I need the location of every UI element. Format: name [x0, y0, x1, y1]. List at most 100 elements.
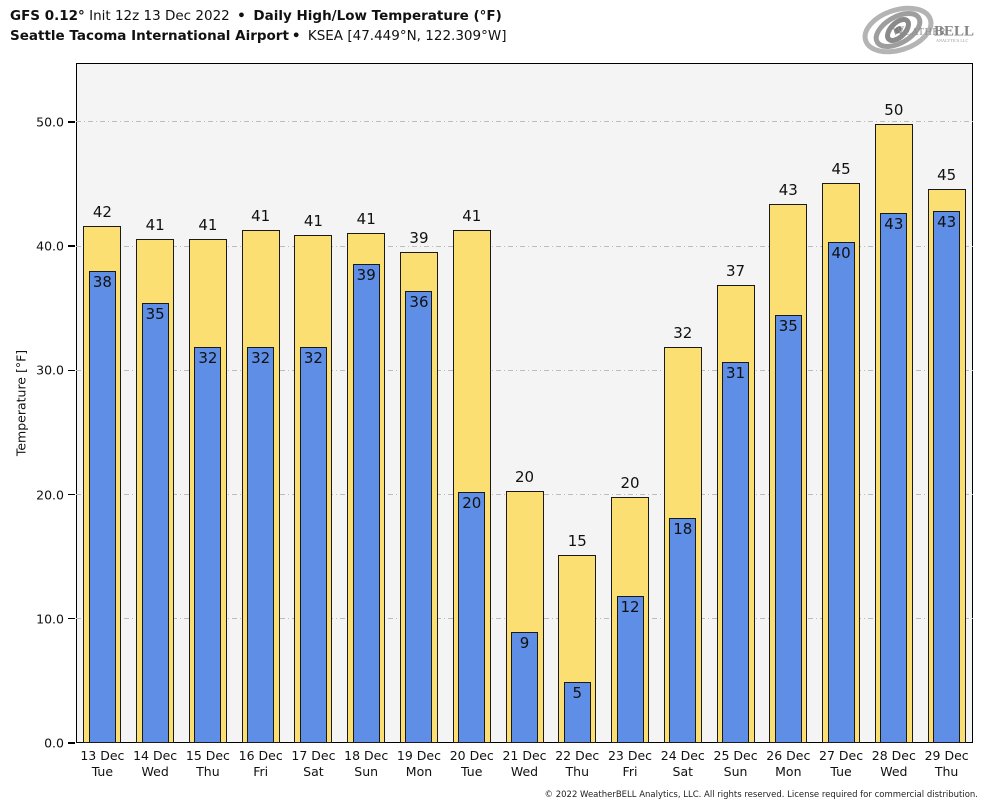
x-tick-date: 25 Dec: [713, 748, 758, 763]
low-value-label: 40: [831, 244, 851, 263]
x-tick-date: 17 Dec: [291, 748, 336, 763]
high-value-label: 41: [356, 209, 376, 228]
x-tick-date: 13 Dec: [80, 748, 125, 763]
high-value-label: 41: [462, 207, 482, 226]
x-tick-day: Thu: [565, 764, 589, 780]
x-tick-day: Tue: [461, 764, 483, 780]
x-tick-date: 27 Dec: [819, 748, 864, 763]
low-value-label: 32: [251, 348, 271, 367]
x-tick-label: 28 Dec Wed: [872, 748, 916, 781]
y-tick-mark: [68, 493, 75, 496]
low-bar: [722, 361, 750, 743]
weatherbell-logo: WEATHER BELL ANALYTICS LLC: [862, 5, 974, 55]
low-bar: [194, 346, 222, 743]
x-tick-day: Mon: [405, 764, 433, 780]
y-tick-label: 50.0: [36, 114, 64, 130]
x-tick-date: 26 Dec: [766, 748, 811, 763]
low-value-label: 9: [519, 634, 530, 653]
x-tick-day: Fri: [253, 764, 269, 780]
x-tick-day: Sat: [672, 764, 694, 780]
low-value-label: 12: [620, 598, 640, 617]
low-bar: [247, 346, 275, 743]
high-value-label: 41: [251, 207, 271, 226]
low-bar: [88, 271, 116, 743]
x-tick-date: 16 Dec: [238, 748, 283, 763]
x-tick-day: Wed: [880, 764, 908, 780]
x-tick-date: 24 Dec: [660, 748, 705, 763]
x-tick-label: 26 Dec Mon: [766, 748, 810, 781]
low-value-label: 31: [726, 363, 746, 382]
low-bar: [563, 682, 591, 743]
x-tick-date: 21 Dec: [502, 748, 547, 763]
low-bar: [616, 596, 644, 743]
high-value-label: 41: [198, 215, 218, 234]
x-tick-label: 17 Dec Sat: [291, 748, 335, 781]
high-value-label: 50: [884, 101, 904, 120]
y-tick-label: 40.0: [36, 238, 64, 254]
x-tick-label: 20 Dec Tue: [450, 748, 494, 781]
x-tick-day: Thu: [934, 764, 959, 780]
low-value-label: 43: [937, 213, 957, 232]
x-tick-day: Sun: [723, 764, 748, 780]
x-tick-day: Sat: [303, 764, 324, 780]
low-bar: [669, 518, 697, 743]
x-tick-day: Thu: [196, 764, 220, 780]
low-value-label: 20: [462, 494, 482, 513]
y-tick-mark: [68, 369, 75, 372]
x-tick-date: 15 Dec: [185, 748, 230, 763]
x-tick-date: 22 Dec: [555, 748, 600, 763]
high-value-label: 45: [937, 166, 957, 185]
low-value-label: 39: [356, 265, 376, 284]
low-bar: [299, 346, 327, 743]
low-bar: [458, 492, 486, 743]
x-tick-day: Wed: [141, 764, 169, 780]
low-value-label: 38: [92, 273, 112, 292]
x-tick-day: Wed: [510, 764, 539, 780]
x-tick-label: 25 Dec Sun: [714, 748, 758, 781]
x-tick-label: 15 Dec Thu: [186, 748, 230, 781]
x-tick-date: 18 Dec: [344, 748, 389, 763]
low-bar: [405, 290, 433, 743]
x-tick-day: Mon: [775, 764, 802, 780]
gridline-50: [76, 121, 973, 123]
high-value-label: 37: [726, 261, 746, 280]
low-value-label: 35: [145, 305, 165, 324]
model-name: GFS 0.12°: [10, 8, 85, 24]
x-tick-date: 20 Dec: [449, 748, 494, 763]
low-bar: [880, 212, 908, 743]
high-value-label: 15: [567, 532, 587, 551]
gridline-40: [76, 245, 973, 247]
product-name: Daily High/Low Temperature (°F): [248, 8, 502, 24]
x-tick-label: 21 Dec Wed: [502, 748, 546, 781]
init-time: Init 12z 13 Dec 2022: [84, 8, 235, 24]
x-tick-label: 19 Dec Mon: [397, 748, 441, 781]
low-value-label: 36: [409, 292, 429, 311]
logo-text-weather: WEATHER: [892, 23, 946, 38]
x-tick-label: 22 Dec Thu: [555, 748, 599, 781]
title-separator: •: [237, 8, 246, 24]
high-value-label: 20: [620, 474, 640, 493]
y-tick-label: 20.0: [36, 487, 64, 503]
high-value-label: 41: [303, 212, 323, 231]
low-value-label: 32: [303, 348, 323, 367]
logo-text-analytics: ANALYTICS LLC: [936, 38, 968, 43]
y-tick-mark: [68, 618, 75, 620]
x-tick-day: Fri: [622, 764, 638, 780]
y-tick-label: 0.0: [44, 735, 64, 751]
x-tick-label: 14 Dec Wed: [133, 748, 177, 781]
high-value-label: 32: [673, 323, 693, 342]
x-tick-date: 19 Dec: [396, 748, 442, 763]
x-tick-label: 18 Dec Sun: [344, 748, 388, 781]
x-tick-date: 14 Dec: [133, 748, 178, 763]
low-value-label: 18: [673, 520, 693, 539]
y-tick-mark: [68, 245, 75, 247]
low-value-label: 32: [198, 348, 218, 367]
x-tick-date: 23 Dec: [607, 748, 653, 763]
chart-subtitle: Seattle Tacoma International Airport • KS…: [10, 28, 506, 44]
low-bar: [352, 263, 380, 743]
y-tick-label: 10.0: [36, 611, 64, 627]
copyright-notice: © 2022 WeatherBELL Analytics, LLC. All r…: [544, 790, 978, 800]
low-value-label: 35: [778, 316, 798, 335]
subtitle-separator: •: [291, 28, 301, 44]
hurricane-swirl-icon: [862, 5, 934, 55]
